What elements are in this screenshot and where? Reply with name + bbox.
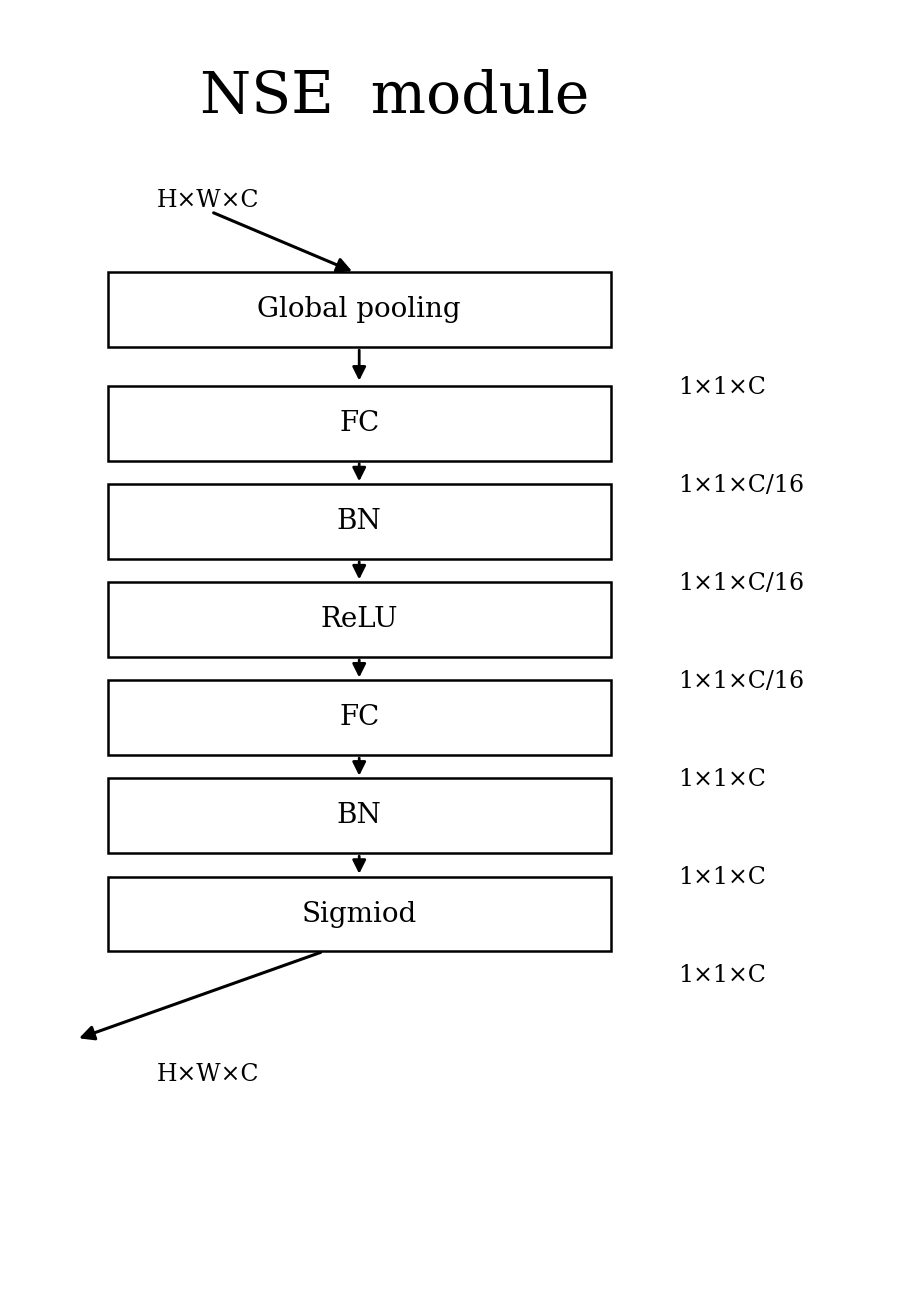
Bar (108, 272, 611, 347)
Text: H×W×C: H×W×C (157, 1062, 260, 1086)
Bar (108, 386, 611, 461)
Bar (108, 680, 611, 755)
Text: 1×1×C: 1×1×C (678, 866, 766, 889)
Text: Sigmiod: Sigmiod (302, 901, 417, 927)
Text: BN: BN (337, 803, 382, 829)
Bar (108, 877, 611, 951)
Text: H×W×C: H×W×C (157, 188, 260, 212)
Bar (108, 778, 611, 853)
Text: BN: BN (337, 509, 382, 534)
Text: 1×1×C/16: 1×1×C/16 (678, 474, 804, 497)
Text: 1×1×C/16: 1×1×C/16 (678, 572, 804, 595)
Text: NSE  module: NSE module (200, 68, 590, 125)
Text: 1×1×C/16: 1×1×C/16 (678, 670, 804, 693)
Text: Global pooling: Global pooling (258, 297, 461, 323)
Text: 1×1×C: 1×1×C (678, 768, 766, 791)
Bar (108, 582, 611, 657)
Bar (108, 484, 611, 559)
Text: FC: FC (339, 411, 379, 436)
Text: ReLU: ReLU (321, 607, 398, 633)
Text: FC: FC (339, 705, 379, 731)
Text: 1×1×C: 1×1×C (678, 376, 766, 399)
Text: 1×1×C: 1×1×C (678, 964, 766, 988)
